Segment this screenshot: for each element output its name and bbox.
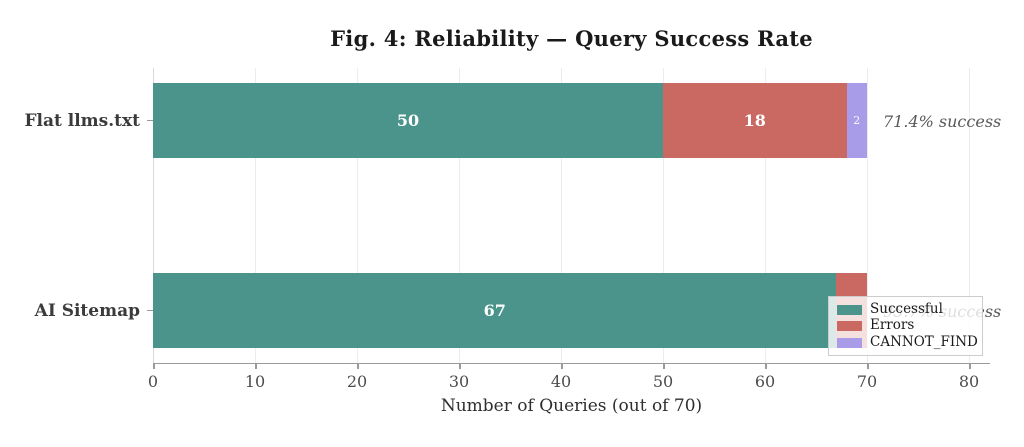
x-tick-label-70: 70 bbox=[856, 372, 878, 391]
x-tick-label-20: 20 bbox=[346, 372, 368, 391]
gridline-60 bbox=[765, 68, 766, 363]
gridline-30 bbox=[459, 68, 460, 363]
bar-value-label: 67 bbox=[483, 301, 506, 320]
bar-value-label: 50 bbox=[396, 111, 420, 130]
bar-segment-cannot_find: 2 bbox=[846, 83, 867, 158]
legend-label-errors: Errors bbox=[870, 317, 915, 334]
x-tick-label-80: 80 bbox=[958, 372, 980, 391]
x-tick-mark-60 bbox=[765, 364, 767, 369]
bar-value-label: 18 bbox=[743, 111, 766, 130]
x-tick-mark-0 bbox=[153, 364, 155, 369]
legend: Successful Errors CANNOT_FIND bbox=[828, 296, 983, 356]
bar-segment-successful: 67 bbox=[153, 273, 837, 348]
gridline-0 bbox=[153, 68, 154, 363]
x-tick-mark-30 bbox=[459, 364, 461, 369]
x-tick-mark-20 bbox=[357, 364, 359, 369]
legend-swatch-errors bbox=[837, 321, 862, 331]
x-tick-mark-70 bbox=[867, 364, 869, 369]
legend-item-cannot_find: CANNOT_FIND bbox=[837, 335, 978, 350]
category-label-0: Flat llms.txt bbox=[24, 110, 140, 131]
gridline-80 bbox=[969, 68, 970, 363]
x-tick-label-60: 60 bbox=[754, 372, 776, 391]
gridline-20 bbox=[357, 68, 358, 363]
y-tick-mark-0 bbox=[147, 119, 153, 121]
success-rate-annotation-0: 71.4% success bbox=[883, 111, 1002, 131]
legend-swatch-cannot_find bbox=[837, 337, 862, 348]
x-tick-mark-80 bbox=[969, 364, 971, 369]
x-tick-label-30: 30 bbox=[448, 372, 470, 391]
legend-label-cannot_find: CANNOT_FIND bbox=[870, 333, 978, 350]
gridline-40 bbox=[561, 68, 562, 363]
x-tick-label-50: 50 bbox=[652, 372, 674, 391]
bar-segment-successful: 50 bbox=[153, 83, 663, 158]
y-tick-mark-1 bbox=[147, 309, 153, 311]
legend-label-successful: Successful bbox=[870, 300, 943, 317]
legend-item-successful: Successful bbox=[837, 302, 974, 317]
x-axis-label: Number of Queries (out of 70) bbox=[440, 396, 703, 416]
bar-value-label: 2 bbox=[853, 114, 861, 127]
category-label-1: AI Sitemap bbox=[34, 300, 140, 321]
legend-item-errors: Errors bbox=[837, 319, 974, 334]
x-tick-label-40: 40 bbox=[550, 372, 572, 391]
gridline-70 bbox=[867, 68, 868, 363]
x-tick-mark-10 bbox=[255, 364, 257, 369]
bar-segment-errors: 18 bbox=[663, 83, 847, 158]
x-tick-label-10: 10 bbox=[244, 372, 266, 391]
gridline-50 bbox=[663, 68, 664, 363]
x-tick-mark-40 bbox=[561, 364, 563, 369]
x-tick-mark-50 bbox=[663, 364, 665, 369]
x-tick-label-0: 0 bbox=[147, 372, 159, 391]
legend-swatch-successful bbox=[837, 304, 862, 315]
chart-title: Fig. 4: Reliability — Query Success Rate bbox=[330, 26, 813, 51]
gridline-10 bbox=[255, 68, 256, 363]
